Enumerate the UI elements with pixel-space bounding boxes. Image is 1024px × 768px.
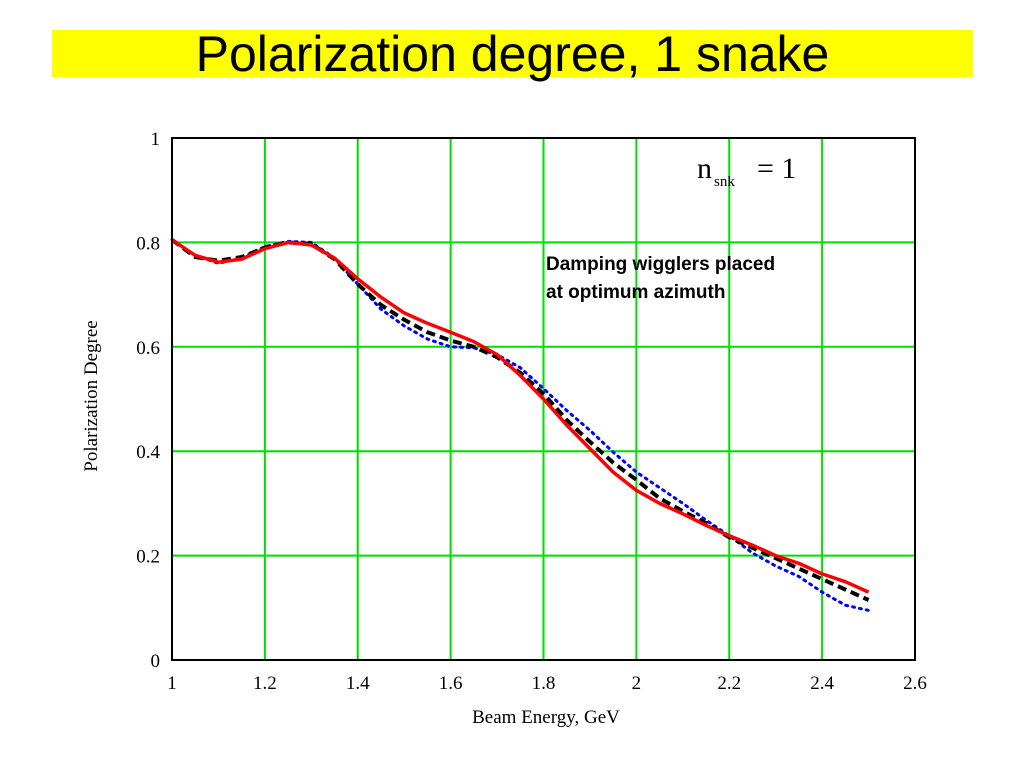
tick-layer: 1 1.2 1.4 1.6 1.8 2 2.2 2.4 2.6 0 0.2 0.4 0.6 0.8 1 [136,129,927,694]
x-tick-label: 1.2 [253,673,277,694]
y-tick-label: 0.4 [136,442,160,463]
formula-base: n [697,152,712,185]
title-banner: Polarization degree, 1 snake [52,26,973,82]
x-tick-label: 2.4 [810,673,834,694]
x-tick-label: 2.2 [717,673,741,694]
x-tick-label: 2 [632,673,642,694]
series-line-dashed [170,238,870,602]
series-layer [170,238,871,612]
x-tick-label: 1.6 [439,673,463,694]
formula-subscript: snk [714,174,735,190]
page-title: Polarization degree, 1 snake [195,26,830,82]
x-axis-label: Beam Energy, GeV [472,707,620,728]
annotation-line-2: at optimum azimuth [546,282,725,303]
y-tick-label: 0.2 [136,547,160,568]
series-line-solid [171,238,870,594]
x-tick-label: 1 [167,673,177,694]
y-tick-label: 0 [151,651,161,672]
y-tick-label: 1 [151,129,161,150]
y-tick-label: 0.8 [136,233,160,254]
y-tick-label: 0.6 [136,338,160,359]
x-tick-label: 1.4 [346,673,370,694]
plot-frame [171,137,916,661]
annotation-line-1: Damping wigglers placed [546,254,775,275]
x-tick-label: 1.8 [532,673,556,694]
y-axis-label: Polarization Degree [81,320,102,471]
x-tick-label: 2.6 [903,673,927,694]
formula-rhs: = 1 [757,152,796,185]
formula-annotation: n snk = 1 [697,152,796,190]
